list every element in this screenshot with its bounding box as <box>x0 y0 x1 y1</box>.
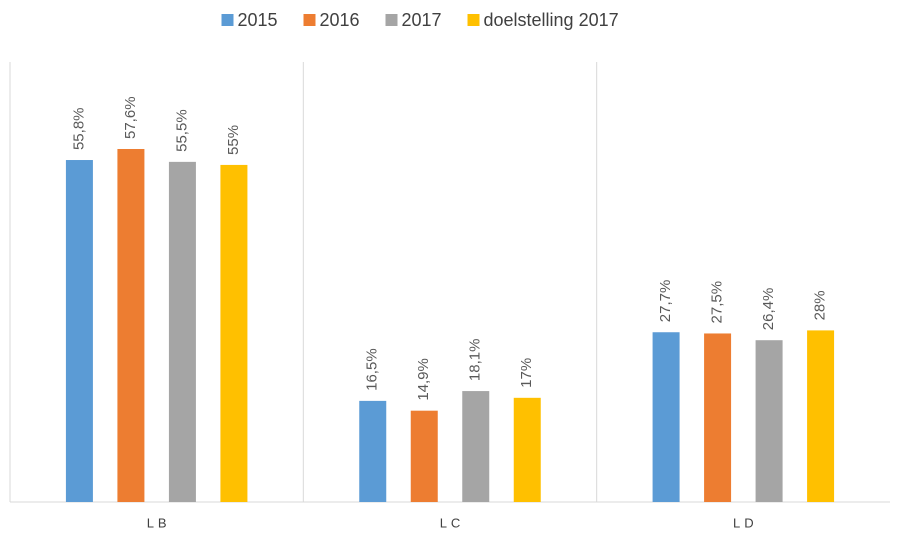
legend-swatch <box>385 14 398 26</box>
bar <box>755 340 783 502</box>
x-tick-label: LB <box>147 515 171 530</box>
data-label: 17% <box>518 358 535 388</box>
data-label: 26,4% <box>760 288 777 331</box>
data-label: 18,1% <box>467 339 484 382</box>
bar <box>220 164 248 502</box>
data-label: 55,8% <box>70 107 87 150</box>
bar <box>168 161 196 502</box>
legend-swatch <box>303 14 316 26</box>
bar <box>65 160 93 503</box>
x-tick-label: LC <box>440 515 465 530</box>
x-tick-label: LD <box>733 515 758 530</box>
bar <box>462 391 490 502</box>
legend-label: doelstelling 2017 <box>484 10 619 30</box>
data-label: 55% <box>225 125 242 155</box>
bar <box>513 397 541 502</box>
bar <box>410 410 438 502</box>
bar <box>652 332 680 502</box>
bar <box>117 148 145 502</box>
bar <box>359 400 387 502</box>
data-label: 27,7% <box>657 280 674 323</box>
legend-swatch <box>221 14 234 26</box>
data-label: 14,9% <box>415 358 432 401</box>
legend-label: 2017 <box>402 10 442 30</box>
legend-label: 2015 <box>238 10 278 30</box>
data-label: 57,6% <box>122 96 139 139</box>
bar <box>704 333 732 502</box>
data-label: 27,5% <box>709 281 726 324</box>
bar <box>807 330 835 502</box>
legend-swatch <box>467 14 480 26</box>
legend-label: 2016 <box>320 10 360 30</box>
data-label: 28% <box>812 290 829 320</box>
data-label: 16,5% <box>364 348 381 391</box>
data-label: 55,5% <box>173 109 190 152</box>
